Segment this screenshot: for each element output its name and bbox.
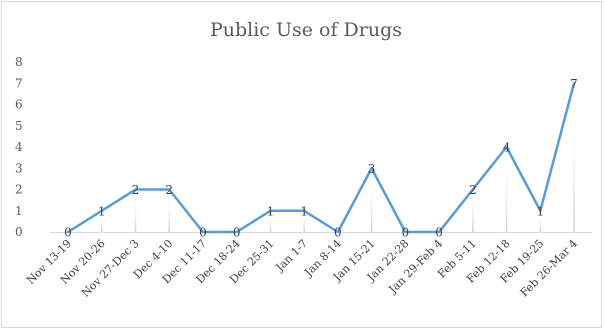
data-label: 0 [435,226,443,240]
chart-title: Public Use of Drugs [210,19,402,41]
y-tick-label: 8 [15,55,23,69]
drop-line [168,189,170,232]
y-tick-label: 3 [15,161,23,175]
y-tick-label: 7 [15,76,23,90]
y-tick-label: 4 [15,140,23,154]
data-label: 0 [233,226,241,240]
data-labels: 0 1 2 2 0 0 1 1 0 3 0 0 2 4 1 7 [64,77,578,240]
drop-line [505,147,508,232]
data-label: 4 [503,141,511,155]
data-label: 1 [536,204,544,218]
data-label: 0 [199,226,207,240]
drop-line [539,210,542,232]
data-label: 1 [300,204,308,218]
drop-line [573,83,575,232]
data-label: 3 [368,162,376,176]
series-line-path [66,82,576,234]
series-line [66,82,576,234]
data-label: 0 [334,226,342,240]
data-label: 1 [267,204,275,218]
data-label: 1 [98,204,106,218]
y-tick-label: 6 [15,98,23,112]
drop-lines [100,83,575,232]
drop-line [134,189,137,232]
data-label: 2 [469,183,477,197]
drop-line [472,189,474,232]
y-tick-label: 1 [15,204,23,218]
y-tick-label: 2 [15,183,23,197]
drop-line [303,210,305,232]
drop-line [370,168,373,232]
data-label: 0 [402,226,410,240]
data-label: 7 [570,77,578,91]
y-tick-label: 0 [15,225,23,239]
data-label: 0 [64,226,72,240]
drop-line [100,210,103,232]
data-label: 2 [132,183,140,197]
drop-line [269,210,272,232]
y-tick-label: 5 [15,119,23,133]
data-label: 2 [165,183,173,197]
